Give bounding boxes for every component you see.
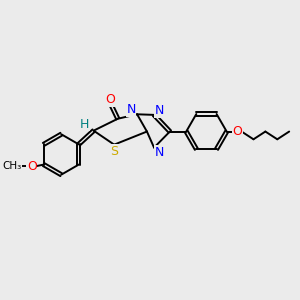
Text: O: O (232, 125, 242, 138)
Text: CH₃: CH₃ (2, 161, 22, 171)
Text: N: N (155, 104, 164, 117)
Text: H: H (80, 118, 89, 130)
Text: N: N (127, 103, 136, 116)
Text: S: S (110, 145, 118, 158)
Text: O: O (27, 160, 37, 172)
Text: N: N (155, 146, 164, 159)
Text: O: O (106, 93, 116, 106)
